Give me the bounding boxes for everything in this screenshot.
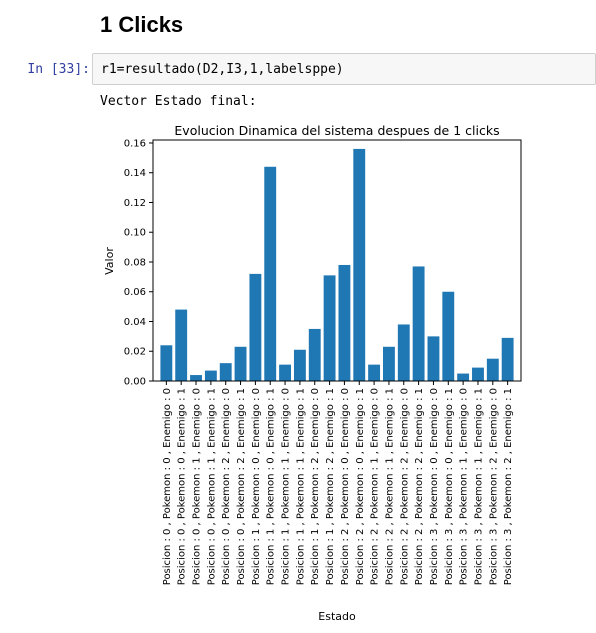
x-tick-label: Posicion : 2 , Pokemon : 0 , Enemigo : 0 — [340, 388, 351, 585]
y-tick-label: 0.00 — [124, 377, 146, 388]
bar — [308, 328, 321, 381]
x-tick-label: Posicion : 2 , Pokemon : 1 , Enemigo : 1 — [384, 388, 395, 585]
y-axis-label: Valor — [103, 247, 116, 275]
y-tick-label: 0.08 — [124, 257, 146, 268]
x-tick-label: Posicion : 1 , Pokemon : 2 , Enemigo : 1 — [325, 388, 336, 585]
x-tick-label: Posicion : 2 , Pokemon : 1 , Enemigo : 0 — [370, 388, 381, 585]
plot-frame — [152, 139, 522, 382]
bar — [264, 166, 277, 381]
x-tick-label: Posicion : 0 , Pokemon : 2 , Enemigo : 1 — [236, 388, 247, 585]
x-tick-label: Posicion : 2 , Pokemon : 2 , Enemigo : 1 — [414, 388, 425, 585]
output-text: Vector Estado final: — [100, 94, 257, 109]
x-tick-label: Posicion : 3 , Pokemon : 0 , Enemigo : 0 — [429, 388, 440, 585]
bar — [472, 367, 484, 381]
x-tick-label: Posicion : 1 , Pokemon : 2 , Enemigo : 0 — [310, 388, 321, 585]
code-cell[interactable]: r1=resultado(D2,I3,1,labelsppe) — [92, 53, 596, 85]
x-tick-label: Posicion : 1 , Pokemon : 1 , Enemigo : 0 — [281, 388, 292, 585]
bar — [190, 375, 202, 381]
x-tick-label: Posicion : 3 , Pokemon : 2 , Enemigo : 0 — [488, 388, 499, 585]
x-tick-label: Posicion : 0 , Pokemon : 1 , Enemigo : 1 — [206, 388, 217, 585]
x-tick-label: Posicion : 3 , Pokemon : 2 , Enemigo : 1 — [503, 388, 514, 585]
bar — [175, 309, 188, 381]
bar — [457, 373, 470, 381]
bar — [249, 273, 262, 381]
bar — [160, 345, 173, 381]
x-tick-label: Posicion : 3 , Pokemon : 0 , Enemigo : 1 — [444, 388, 455, 585]
x-tick-label: Posicion : 3 , Pokemon : 1 , Enemigo : 1 — [473, 388, 484, 585]
bar — [412, 266, 425, 381]
y-tick-label: 0.06 — [124, 287, 146, 298]
bar — [383, 346, 395, 381]
code-text[interactable]: r1=resultado(D2,I3,1,labelsppe) — [101, 62, 344, 77]
y-tick-label: 0.16 — [124, 138, 146, 149]
bar — [486, 358, 499, 381]
bar — [234, 346, 247, 381]
x-tick-label: Posicion : 0 , Pokemon : 2 , Enemigo : 0 — [221, 388, 232, 585]
x-tick-label: Posicion : 1 , Pokemon : 0 , Enemigo : 0 — [251, 388, 262, 585]
x-tick-label: Posicion : 0 , Pokemon : 0 , Enemigo : 1 — [177, 388, 188, 585]
x-tick-label: Posicion : 2 , Pokemon : 2 , Enemigo : 0 — [399, 388, 410, 585]
bar — [397, 324, 410, 381]
chart-title: Evolucion Dinamica del sistema despues d… — [174, 123, 499, 138]
bar — [323, 275, 336, 381]
cell-prompt: In [33]: — [27, 62, 90, 77]
section-heading: 1 Clicks — [100, 12, 184, 37]
bar — [442, 291, 455, 381]
bar — [204, 370, 217, 381]
bar — [501, 337, 514, 381]
x-tick-label: Posicion : 1 , Pokemon : 0 , Enemigo : 1 — [266, 388, 277, 585]
y-tick-label: 0.10 — [124, 228, 146, 239]
bar — [427, 336, 440, 381]
x-tick-label: Posicion : 1 , Pokemon : 1 , Enemigo : 1 — [295, 388, 306, 585]
y-tick-label: 0.14 — [124, 168, 146, 179]
x-tick-label: Posicion : 0 , Pokemon : 1 , Enemigo : 0 — [192, 388, 203, 585]
bar — [293, 349, 306, 381]
plot-area: 0.00 0.02 0.04 0.06 0.08 0.10 0.12 0.14 0.16 Posi… — [124, 138, 514, 585]
bar — [279, 364, 291, 381]
y-tick-label: 0.12 — [124, 198, 146, 209]
bar — [353, 148, 366, 381]
bar — [368, 364, 381, 381]
x-axis-label: Estado — [318, 610, 356, 623]
y-tick-label: 0.02 — [124, 347, 146, 358]
x-tick-label: Posicion : 3 , Pokemon : 1 , Enemigo : 0 — [459, 388, 470, 585]
x-tick-label: Posicion : 2 , Pokemon : 0 , Enemigo : 1 — [355, 388, 366, 585]
y-tick-label: 0.04 — [124, 317, 146, 328]
bar — [219, 363, 232, 381]
bar — [338, 264, 351, 381]
x-tick-label: Posicion : 0 , Pokemon : 0 , Enemigo : 0 — [162, 388, 173, 585]
